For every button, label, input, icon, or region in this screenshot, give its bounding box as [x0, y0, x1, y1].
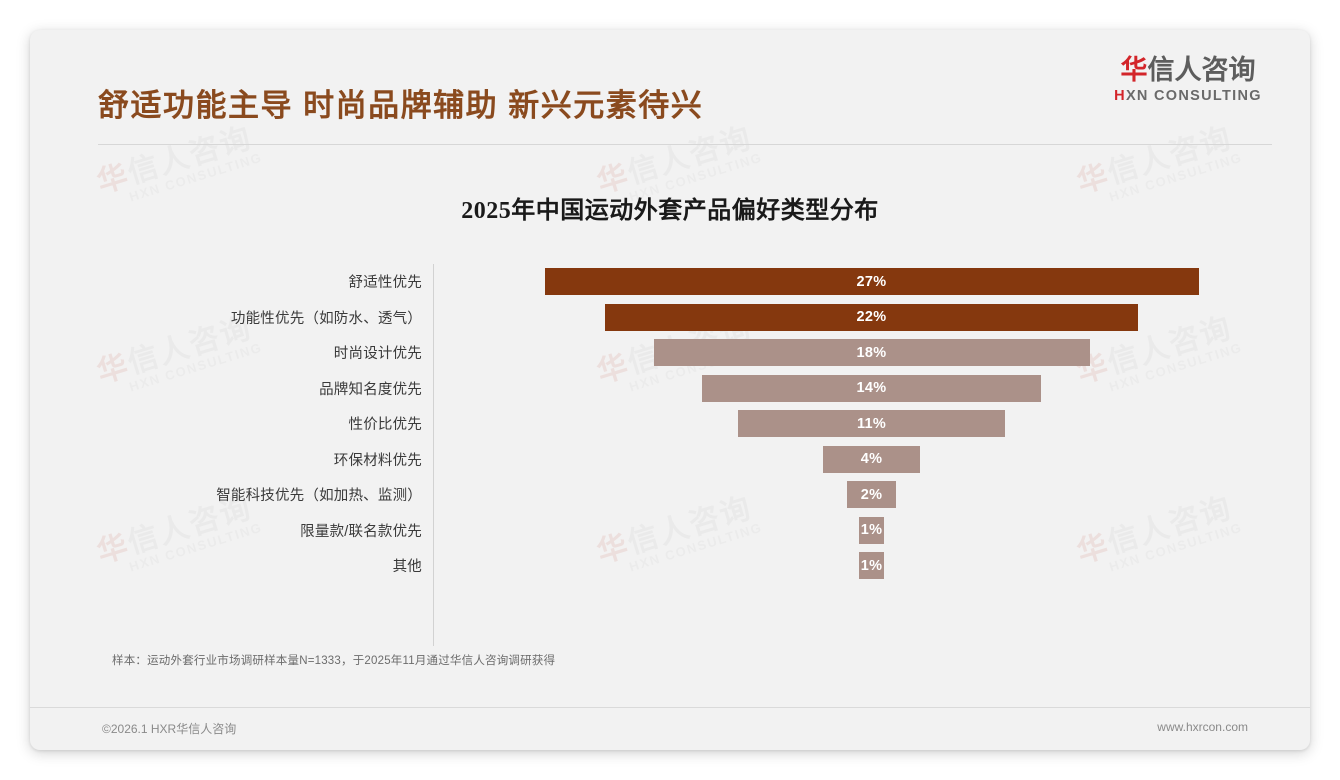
funnel-row: 性价比优先 11%	[30, 406, 1310, 442]
category-label: 性价比优先	[348, 417, 422, 434]
logo-cn-rest: 信人咨询	[1147, 55, 1256, 85]
category-label: 环保材料优先	[333, 452, 422, 469]
bar-track: 27%	[433, 264, 1310, 300]
funnel-row: 环保材料优先 4%	[30, 442, 1310, 478]
bar-value-label: 2%	[860, 486, 883, 503]
category-label: 品牌知名度优先	[319, 381, 422, 398]
funnel-bar[interactable]: 22%	[605, 303, 1138, 331]
funnel-row: 其他 1%	[30, 548, 1310, 584]
funnel-row: 品牌知名度优先 14%	[30, 371, 1310, 407]
bar-value-label: 1%	[860, 557, 883, 574]
bar-value-label: 22%	[856, 309, 887, 326]
copyright-text: ©2026.1 HXR华信人咨询	[102, 722, 237, 736]
category-label: 限量款/联名款优先	[300, 523, 422, 540]
bar-track: 1%	[433, 513, 1310, 549]
slide-canvas: 华信人咨询 HXN CONSULTING 华信人咨询 HXN CONSULTIN…	[30, 30, 1310, 750]
category-label: 时尚设计优先	[333, 346, 422, 363]
bar-track: 22%	[433, 300, 1310, 336]
logo-en-rest: XN CONSULTING	[1125, 88, 1262, 105]
funnel-bar[interactable]: 2%	[847, 481, 896, 509]
category-label: 舒适性优先	[348, 275, 422, 292]
logo-en-accent: H	[1114, 88, 1126, 105]
bar-value-label: 4%	[860, 451, 883, 468]
bar-track: 2%	[433, 477, 1310, 513]
bar-value-label: 27%	[856, 273, 887, 290]
page-title: 舒适功能主导 时尚品牌辅助 新兴元素待兴	[98, 88, 704, 123]
funnel-bar[interactable]: 1%	[859, 552, 884, 580]
funnel-row: 舒适性优先 27%	[30, 264, 1310, 300]
company-logo: 华信人咨询 HXN CONSULTING	[1104, 55, 1272, 104]
funnel-bar[interactable]: 14%	[701, 374, 1042, 402]
slide-footer: ©2026.1 HXR华信人咨询 www.hxrcon.com	[30, 708, 1310, 750]
funnel-row: 时尚设计优先 18%	[30, 335, 1310, 371]
category-label: 其他	[392, 559, 422, 576]
bar-track: 18%	[433, 335, 1310, 371]
bar-value-label: 1%	[860, 522, 883, 539]
bar-value-label: 18%	[856, 344, 887, 361]
chart-title: 2025年中国运动外套产品偏好类型分布	[461, 198, 879, 224]
bar-track: 11%	[433, 406, 1310, 442]
bar-track: 1%	[433, 548, 1310, 584]
sample-footnote: 样本：运动外套行业市场调研样本量N=1333，于2025年11月通过华信人咨询调…	[112, 655, 556, 667]
funnel-row: 智能科技优先（如加热、监测） 2%	[30, 477, 1310, 513]
funnel-bar[interactable]: 1%	[859, 516, 884, 544]
funnel-chart-plot: 舒适性优先 27% 功能性优先（如防水、透气） 22% 时尚设计优先 18% 品牌知名度优先…	[30, 264, 1310, 646]
title-divider	[98, 144, 1272, 145]
website-url[interactable]: www.hxrcon.com	[1157, 720, 1248, 734]
logo-cn-accent: 华	[1120, 55, 1148, 85]
logo-en-text: HXN CONSULTING	[1104, 88, 1272, 104]
bar-value-label: 14%	[856, 380, 887, 397]
footer-divider	[30, 707, 1310, 708]
chart-container: 2025年中国运动外套产品偏好类型分布 舒适性优先 27% 功能性优先（如防水、透气…	[30, 146, 1310, 646]
funnel-bar[interactable]: 27%	[544, 268, 1199, 296]
category-axis-line	[433, 264, 434, 646]
funnel-row: 功能性优先（如防水、透气） 22%	[30, 300, 1310, 336]
slide-header: 舒适功能主导 时尚品牌辅助 新兴元素待兴 华信人咨询 HXN CONSULTIN…	[30, 30, 1310, 146]
bar-track: 4%	[433, 442, 1310, 478]
funnel-bar[interactable]: 18%	[653, 339, 1090, 367]
logo-cn-text: 华信人咨询	[1104, 55, 1272, 85]
bar-value-label: 11%	[856, 415, 887, 432]
funnel-bar[interactable]: 4%	[823, 445, 920, 473]
category-label: 功能性优先（如防水、透气）	[230, 310, 422, 327]
funnel-row: 限量款/联名款优先 1%	[30, 513, 1310, 549]
category-label: 智能科技优先（如加热、监测）	[216, 488, 422, 505]
funnel-bar[interactable]: 11%	[738, 410, 1005, 438]
bar-track: 14%	[433, 371, 1310, 407]
